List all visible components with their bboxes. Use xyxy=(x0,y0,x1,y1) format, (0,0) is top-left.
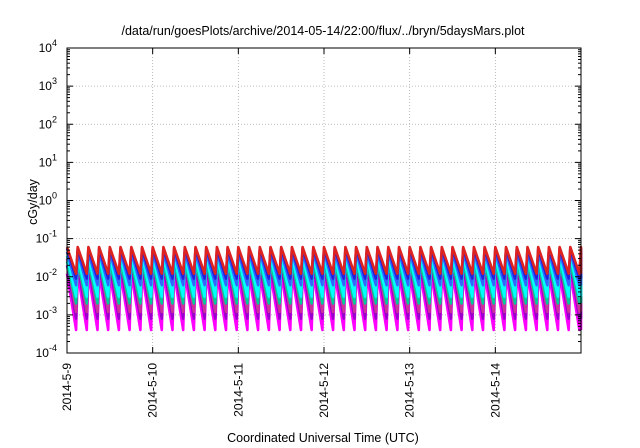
y-tick-label: 10-2 xyxy=(36,267,57,284)
series-line-8 xyxy=(65,245,583,276)
y-tick-label: 103 xyxy=(39,76,57,93)
chart-title: /data/run/goesPlots/archive/2014-05-14/2… xyxy=(121,24,525,38)
x-tick-labels: 2014-5-9 2014-5-10 2014-5-11 2014-5-12 2014-… xyxy=(60,363,502,418)
y-tick-label: 10-3 xyxy=(36,305,57,322)
x-tick-label: 2014-5-14 xyxy=(488,363,502,418)
axis-ticks xyxy=(66,47,581,354)
x-axis-label: Coordinated Universal Time (UTC) xyxy=(227,431,419,445)
x-tick-label: 2014-5-12 xyxy=(317,363,331,418)
y-tick-label: 101 xyxy=(39,152,57,169)
x-tick-label: 2014-5-13 xyxy=(403,363,417,418)
y-tick-labels: 10-4 10-3 10-2 10-1 100 101 102 103 104 xyxy=(36,38,57,360)
y-axis-label: cGy/day xyxy=(26,178,40,225)
y-tick-label: 104 xyxy=(39,38,57,55)
series-line-5 xyxy=(65,254,583,299)
y-tick-label: 100 xyxy=(39,191,57,208)
x-tick-label: 2014-5-11 xyxy=(231,363,245,417)
x-tick-label: 2014-5-9 xyxy=(60,363,74,411)
series-line-1 xyxy=(65,272,583,332)
y-tick-label: 10-1 xyxy=(36,229,57,246)
y-tick-label: 102 xyxy=(39,114,57,131)
y-tick-label: 10-4 xyxy=(36,343,57,360)
x-tick-label: 2014-5-10 xyxy=(146,363,160,418)
series-group xyxy=(65,245,583,332)
